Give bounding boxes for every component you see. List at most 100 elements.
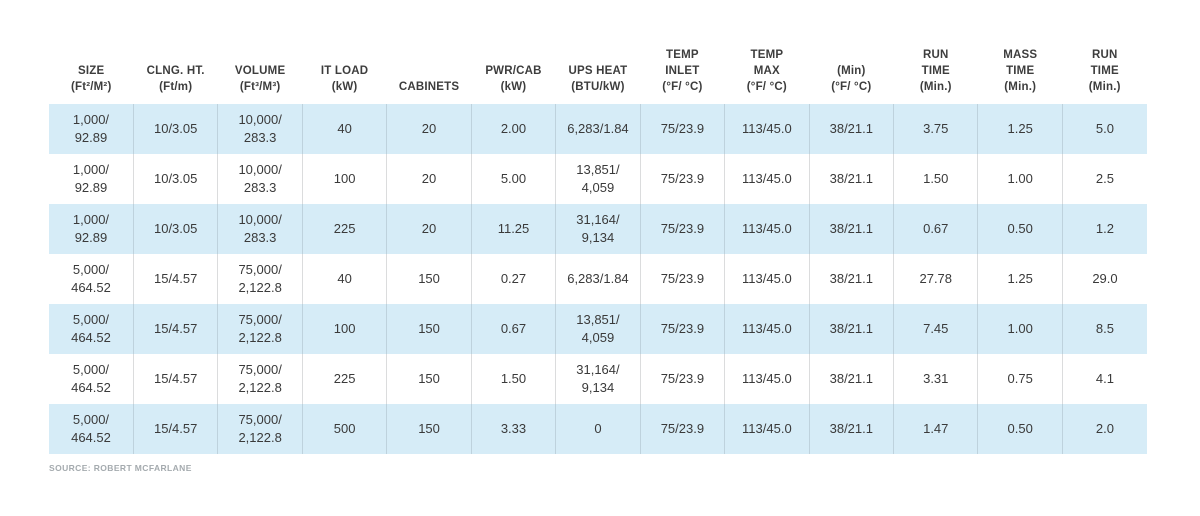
table-cell-mass-time: 0.50 xyxy=(977,404,1063,454)
table-cell-mass-time: 0.75 xyxy=(977,354,1063,404)
column-header-run-time-2: RUN TIME (Min.) xyxy=(1088,48,1121,93)
table-cell-cabinets: 20 xyxy=(386,154,472,204)
table-cell-temp-inlet: 75/23.9 xyxy=(639,304,725,354)
table-cell-cabinets: 20 xyxy=(386,104,472,154)
table-cell-mass-time: 1.25 xyxy=(977,104,1063,154)
table-cell-temp-min: 38/21.1 xyxy=(808,104,894,154)
table-cell-ups-heat: 31,164/ 9,134 xyxy=(555,204,641,254)
table-cell-it-load: 500 xyxy=(301,404,387,454)
table-cell-temp-min: 38/21.1 xyxy=(808,254,894,304)
table-cell-size: 5,000/ 464.52 xyxy=(49,304,134,354)
column-header-temp-max: TEMP MAX (°F/ °C) xyxy=(746,48,787,93)
table-row: 1,000/ 92.89 10/3.05 10,000/ 283.3 40 20 2.00… xyxy=(49,104,1147,154)
column-header-it-load: IT LOAD (kW) xyxy=(320,64,369,93)
table-cell-temp-min: 38/21.1 xyxy=(808,304,894,354)
table-cell-run-time-1: 1.47 xyxy=(893,404,978,454)
table-cell-run-time-2: 4.1 xyxy=(1061,354,1147,404)
table-cell-run-time-2: 5.0 xyxy=(1061,104,1147,154)
table-cell-run-time-1: 1.50 xyxy=(893,154,978,204)
source-credit: SOURCE: ROBERT MCFARLANE xyxy=(49,463,192,473)
column-header-volume: VOLUME (Ft³/M³) xyxy=(234,64,286,93)
table-cell-pwr-cab: 5.00 xyxy=(470,154,556,204)
table-cell-ups-heat: 0 xyxy=(555,404,641,454)
table-cell-cabinets: 150 xyxy=(386,354,472,404)
column-header-cabinets: CABINETS xyxy=(398,80,460,93)
table-cell-it-load: 40 xyxy=(301,254,387,304)
table-cell-temp-max: 113/45.0 xyxy=(724,204,810,254)
table-header: SIZE (Ft²/M²) CLNG. HT. (Ft/m) VOLUME (Ft³… xyxy=(49,36,1147,104)
table-cell-size: 5,000/ 464.52 xyxy=(49,254,134,304)
table-cell-run-time-2: 8.5 xyxy=(1061,304,1147,354)
table-cell-run-time-2: 2.0 xyxy=(1061,404,1147,454)
table-cell-temp-max: 113/45.0 xyxy=(724,354,810,404)
table-row: 1,000/ 92.89 10/3.05 10,000/ 283.3 225 20 11.… xyxy=(49,204,1147,254)
table-cell-run-time-2: 1.2 xyxy=(1061,204,1147,254)
table-row: 5,000/ 464.52 15/4.57 75,000/ 2,122.8 40 150… xyxy=(49,254,1147,304)
table-cell-size: 5,000/ 464.52 xyxy=(49,354,134,404)
table-cell-run-time-2: 29.0 xyxy=(1061,254,1147,304)
table-cell-mass-time: 1.00 xyxy=(977,304,1063,354)
table-cell-ceiling-height: 15/4.57 xyxy=(132,304,218,354)
table-cell-pwr-cab: 2.00 xyxy=(470,104,556,154)
table-cell-ups-heat: 6,283/1.84 xyxy=(555,254,641,304)
table-cell-ceiling-height: 10/3.05 xyxy=(132,154,218,204)
table-cell-ceiling-height: 15/4.57 xyxy=(132,354,218,404)
table-cell-temp-inlet: 75/23.9 xyxy=(639,154,725,204)
table-cell-volume: 10,000/ 283.3 xyxy=(217,204,303,254)
table-cell-size: 1,000/ 92.89 xyxy=(49,104,134,154)
table-cell-it-load: 225 xyxy=(301,354,387,404)
column-header-size: SIZE (Ft²/M²) xyxy=(70,64,112,93)
table-cell-ceiling-height: 15/4.57 xyxy=(132,254,218,304)
table-cell-run-time-1: 3.75 xyxy=(893,104,978,154)
table-cell-temp-inlet: 75/23.9 xyxy=(639,204,725,254)
table-cell-temp-min: 38/21.1 xyxy=(808,204,894,254)
column-header-mass-time: MASS TIME (Min.) xyxy=(1003,48,1038,93)
table-cell-volume: 10,000/ 283.3 xyxy=(217,104,303,154)
table-cell-volume: 75,000/ 2,122.8 xyxy=(217,254,303,304)
table-cell-cabinets: 150 xyxy=(386,304,472,354)
table-cell-pwr-cab: 0.27 xyxy=(470,254,556,304)
table-cell-temp-min: 38/21.1 xyxy=(808,354,894,404)
table-cell-volume: 10,000/ 283.3 xyxy=(217,154,303,204)
table-cell-temp-max: 113/45.0 xyxy=(724,254,810,304)
table-cell-cabinets: 150 xyxy=(386,404,472,454)
table-cell-mass-time: 0.50 xyxy=(977,204,1063,254)
table-cell-run-time-1: 3.31 xyxy=(893,354,978,404)
table-cell-ceiling-height: 15/4.57 xyxy=(132,404,218,454)
table-cell-temp-inlet: 75/23.9 xyxy=(639,354,725,404)
table-cell-temp-inlet: 75/23.9 xyxy=(639,404,725,454)
column-header-ceiling-height: CLNG. HT. (Ft/m) xyxy=(146,64,205,93)
table-cell-ups-heat: 13,851/ 4,059 xyxy=(555,154,641,204)
table-cell-temp-max: 113/45.0 xyxy=(724,154,810,204)
table-cell-it-load: 100 xyxy=(301,304,387,354)
column-header-ups-heat: UPS HEAT (BTU/kW) xyxy=(568,64,628,93)
table-cell-ups-heat: 13,851/ 4,059 xyxy=(555,304,641,354)
table-cell-temp-inlet: 75/23.9 xyxy=(639,254,725,304)
table-cell-size: 5,000/ 464.52 xyxy=(49,404,134,454)
table-row: 5,000/ 464.52 15/4.57 75,000/ 2,122.8 225 15… xyxy=(49,354,1147,404)
column-header-temp-min: (Min) (°F/ °C) xyxy=(831,64,872,93)
table-row: 1,000/ 92.89 10/3.05 10,000/ 283.3 100 20 5.0… xyxy=(49,154,1147,204)
table-cell-mass-time: 1.00 xyxy=(977,154,1063,204)
column-header-pwr-cab: PWR/CAB (kW) xyxy=(485,64,542,93)
table-cell-it-load: 100 xyxy=(301,154,387,204)
table-cell-it-load: 225 xyxy=(301,204,387,254)
table-cell-ceiling-height: 10/3.05 xyxy=(132,104,218,154)
table-cell-ups-heat: 31,164/ 9,134 xyxy=(555,354,641,404)
table-cell-run-time-2: 2.5 xyxy=(1061,154,1147,204)
table-cell-temp-max: 113/45.0 xyxy=(724,104,810,154)
table-cell-pwr-cab: 0.67 xyxy=(470,304,556,354)
table-cell-size: 1,000/ 92.89 xyxy=(49,204,134,254)
table-cell-temp-inlet: 75/23.9 xyxy=(639,104,725,154)
table-cell-volume: 75,000/ 2,122.8 xyxy=(217,304,303,354)
table-cell-pwr-cab: 3.33 xyxy=(470,404,556,454)
table-cell-temp-max: 113/45.0 xyxy=(724,404,810,454)
header-row: SIZE (Ft²/M²) CLNG. HT. (Ft/m) VOLUME (Ft³… xyxy=(49,36,1147,104)
column-header-temp-inlet: TEMP INLET (°F/ °C) xyxy=(662,48,703,93)
table-cell-mass-time: 1.25 xyxy=(977,254,1063,304)
table-cell-temp-max: 113/45.0 xyxy=(724,304,810,354)
capacity-table-wrap: SIZE (Ft²/M²) CLNG. HT. (Ft/m) VOLUME (Ft³… xyxy=(49,36,1147,473)
table-body: 1,000/ 92.89 10/3.05 10,000/ 283.3 40 20 2.00… xyxy=(49,104,1147,454)
table-cell-it-load: 40 xyxy=(301,104,387,154)
